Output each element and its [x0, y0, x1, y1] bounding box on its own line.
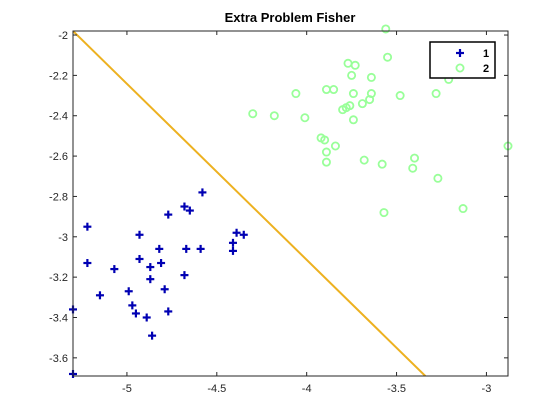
- data-point-class-2: [366, 72, 376, 82]
- data-point-class-1: [146, 275, 155, 284]
- data-point-class-1: [128, 301, 137, 310]
- axes-layer: -5 -4.5 -4 -3.5 -3 -2 -2.2 -2.4 -2.6 -2.8 -3 -3.2 -3…: [49, 30, 508, 395]
- data-point-class-1: [180, 271, 189, 280]
- x-tick-label: -5: [122, 383, 132, 395]
- data-point-class-2: [366, 89, 376, 99]
- y-tick-label: -2.6: [49, 151, 68, 163]
- data-point-class-1: [83, 259, 92, 268]
- x-tick-label: -3: [482, 383, 492, 395]
- plot-frame: [72, 30, 509, 377]
- data-point-class-2: [269, 111, 279, 121]
- data-point-class-2: [458, 204, 468, 214]
- data-point-class-1: [164, 307, 173, 316]
- y-tick-label: -3: [58, 232, 68, 244]
- data-point-class-1: [239, 230, 248, 239]
- data-point-class-1: [185, 206, 194, 215]
- data-point-class-2: [431, 89, 441, 99]
- data-point-class-1: [110, 265, 119, 274]
- data-point-class-2: [433, 173, 443, 183]
- y-tick-label: -2.4: [49, 111, 68, 123]
- x-tick-label: -3.5: [387, 383, 406, 395]
- data-point-class-1: [83, 222, 92, 231]
- data-point-class-2: [379, 208, 389, 218]
- data-point-class-1: [180, 202, 189, 211]
- data-point-class-1: [135, 254, 144, 263]
- data-point-class-2: [321, 157, 331, 167]
- data-point-class-2: [377, 159, 387, 169]
- data-point-class-2: [348, 89, 358, 99]
- data-point-class-2: [321, 147, 331, 157]
- data-point-class-2: [357, 99, 367, 109]
- y-tick-label: -3.2: [49, 272, 68, 284]
- legend-marker-1: [456, 49, 464, 57]
- data-point-class-1: [198, 188, 207, 197]
- data-point-class-1: [164, 210, 173, 219]
- chart-title: Extra Problem Fisher: [225, 10, 356, 25]
- x-tick-label: -4.5: [207, 383, 226, 395]
- y-tick-label: -3.4: [49, 312, 68, 324]
- y-tick-label: -2.8: [49, 191, 68, 203]
- data-point-class-2: [408, 163, 418, 173]
- data-point-class-1: [196, 244, 205, 253]
- y-tick-label: -2.2: [49, 70, 68, 82]
- data-point-class-1: [228, 238, 237, 247]
- legend: 12: [429, 41, 496, 79]
- y-tick-label: -3.6: [49, 353, 68, 365]
- data-point-class-1: [146, 263, 155, 272]
- data-point-class-1: [148, 331, 157, 340]
- plot-layer: [69, 24, 513, 378]
- data-point-class-2: [348, 115, 358, 125]
- data-point-class-2: [330, 141, 340, 151]
- data-point-class-1: [142, 313, 151, 322]
- data-point-class-2: [383, 52, 393, 62]
- data-point-class-2: [381, 24, 391, 34]
- data-point-class-2: [320, 135, 330, 145]
- data-point-class-2: [248, 109, 258, 119]
- data-point-class-2: [347, 70, 357, 80]
- data-point-class-1: [95, 291, 104, 300]
- data-point-class-1: [131, 309, 140, 318]
- data-point-class-2: [410, 153, 420, 163]
- data-point-class-2: [300, 113, 310, 123]
- data-point-class-1: [160, 285, 169, 294]
- data-point-class-2: [291, 89, 301, 99]
- data-point-class-1: [182, 244, 191, 253]
- x-tick-label: -4: [302, 383, 312, 395]
- plot-area: [73, 31, 508, 376]
- data-point-class-2: [395, 91, 405, 101]
- legend-box: [429, 41, 496, 79]
- data-point-class-2: [345, 101, 355, 111]
- data-point-class-1: [124, 287, 133, 296]
- data-point-class-2: [350, 60, 360, 70]
- data-point-class-1: [157, 259, 166, 268]
- data-point-class-1: [155, 244, 164, 253]
- data-point-class-2: [329, 85, 339, 95]
- data-point-class-1: [135, 230, 144, 239]
- data-point-class-1: [228, 246, 237, 255]
- legend-label-1: 1: [483, 48, 489, 60]
- data-point-class-2: [359, 155, 369, 165]
- decision-line: [73, 31, 427, 376]
- data-point-class-1: [232, 228, 241, 237]
- legend-label-2: 2: [483, 63, 489, 75]
- legend-marker-2: [455, 63, 465, 73]
- y-tick-label: -2: [58, 30, 68, 42]
